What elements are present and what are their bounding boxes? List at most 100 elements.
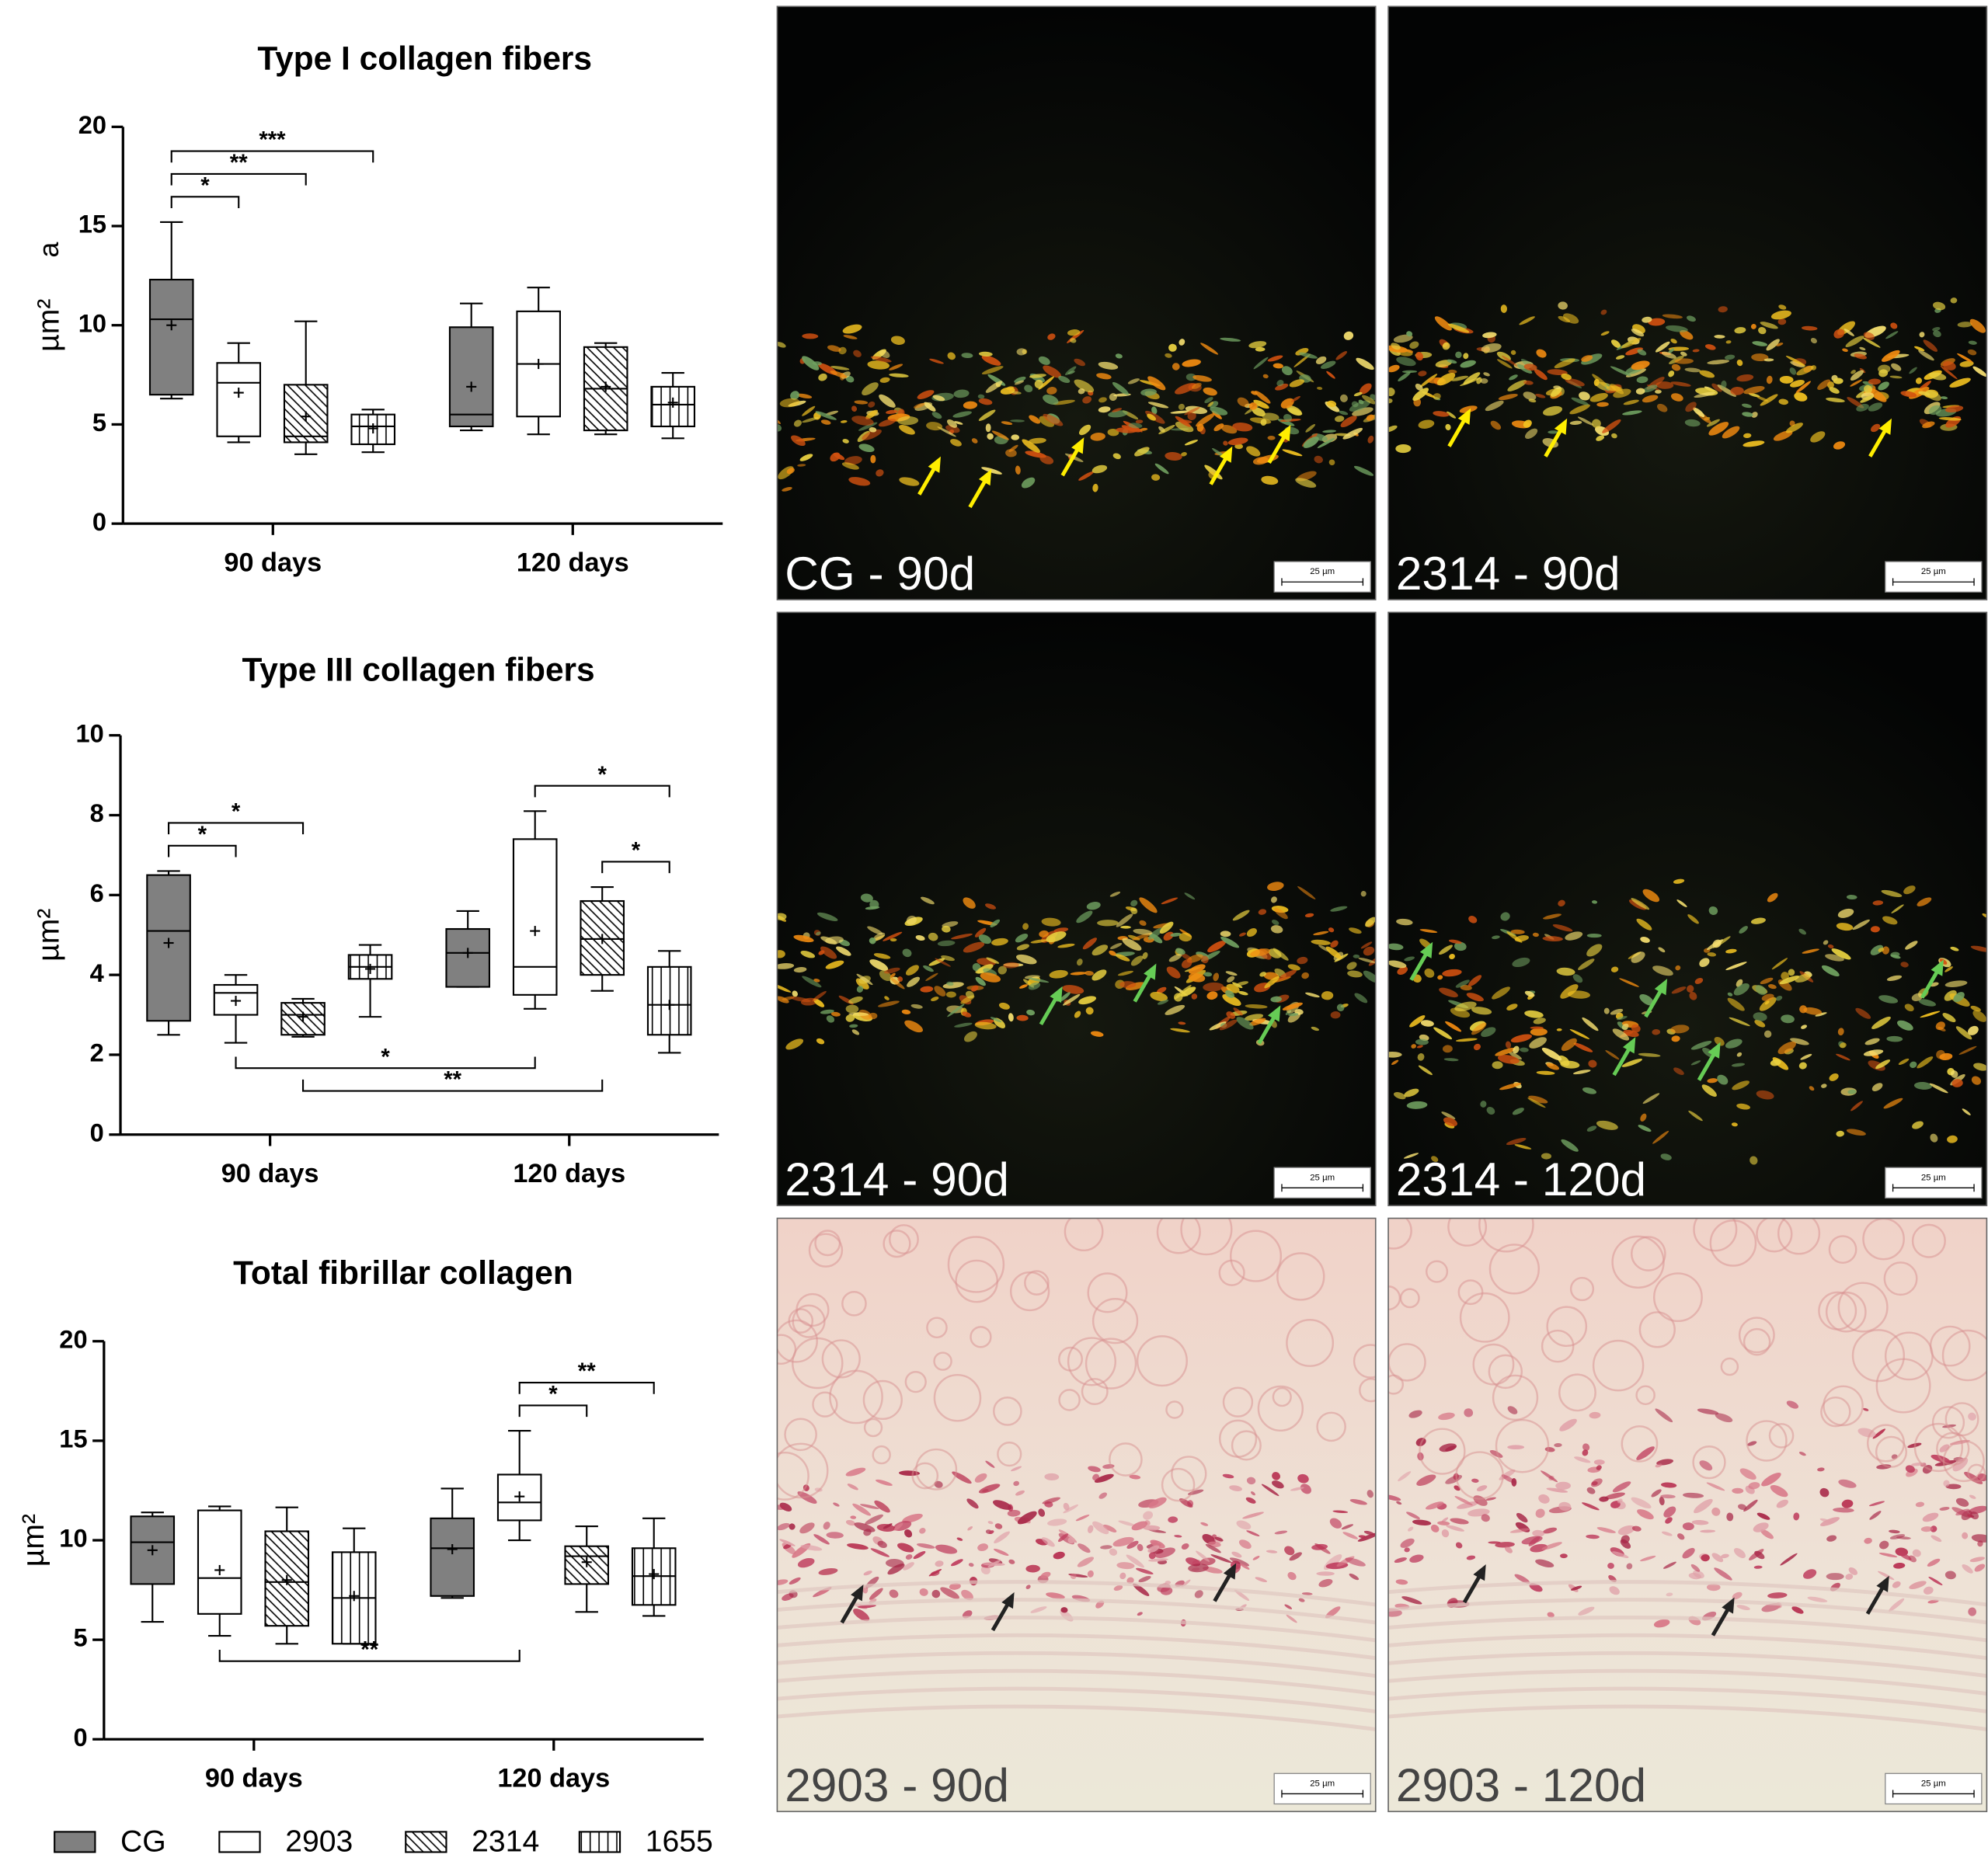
- fiber: [1481, 1027, 1496, 1038]
- fiber: [1571, 397, 1589, 405]
- fiber: [1535, 1508, 1545, 1518]
- fiber: [1596, 1527, 1616, 1533]
- fiber: [1701, 1554, 1710, 1562]
- fiber: [907, 976, 920, 987]
- fiber: [1011, 1466, 1022, 1472]
- panel-frame: [1387, 1217, 1988, 1813]
- cell: [1541, 1329, 1575, 1363]
- fiber: [847, 1484, 858, 1491]
- fiber: [1753, 1522, 1769, 1532]
- fiber: [1325, 946, 1342, 959]
- fiber: [1430, 1524, 1440, 1532]
- fiber: [1127, 378, 1140, 384]
- fiber: [830, 1011, 841, 1017]
- fiber: [1222, 1473, 1234, 1479]
- fiber: [916, 1543, 935, 1549]
- fiber: [1725, 340, 1732, 344]
- fiber: [1631, 1525, 1642, 1532]
- fiber: [1528, 398, 1537, 403]
- fiber: [1694, 391, 1716, 398]
- fiber: [1636, 918, 1652, 931]
- y-tick-label: 20: [59, 1324, 87, 1353]
- fiber: [1179, 419, 1192, 424]
- fiber: [1731, 1122, 1738, 1127]
- fiber: [1631, 360, 1650, 370]
- fiber: [1227, 976, 1235, 983]
- significance-label: **: [578, 1358, 596, 1384]
- fiber: [1821, 1084, 1827, 1088]
- fiber: [1135, 419, 1144, 424]
- y-tick-label: 15: [59, 1425, 87, 1453]
- fiber: [1658, 947, 1666, 953]
- fiber: [1246, 446, 1261, 457]
- fiber: [1433, 411, 1450, 417]
- fiber: [935, 958, 951, 967]
- fiber: [1091, 464, 1108, 474]
- fiber: [1282, 1002, 1303, 1011]
- fiber: [977, 394, 985, 399]
- fiber: [1770, 310, 1791, 320]
- cell: [1913, 1422, 1964, 1473]
- fiber: [1102, 1524, 1117, 1532]
- fiber: [1711, 1553, 1724, 1563]
- fiber: [1886, 1035, 1903, 1042]
- fiber: [1543, 913, 1562, 920]
- fiber: [1236, 1520, 1252, 1530]
- fiber: [985, 1460, 995, 1468]
- fiber: [1872, 1428, 1886, 1439]
- fiber: [1130, 899, 1138, 907]
- fiber: [1662, 314, 1683, 319]
- cell: [1693, 1218, 1738, 1252]
- cell: [1883, 1261, 1918, 1296]
- fiber: [1609, 1586, 1620, 1595]
- fiber: [1737, 1504, 1747, 1510]
- fiber: [1942, 1013, 1956, 1023]
- scale-bar: [1892, 578, 1975, 586]
- fiber: [1028, 982, 1041, 990]
- cell: [1738, 1317, 1775, 1354]
- fiber: [1495, 1047, 1516, 1056]
- fiber: [1454, 1496, 1473, 1506]
- tissue-line: [1388, 1616, 1987, 1643]
- fiber: [1795, 381, 1812, 394]
- fiber: [1142, 951, 1148, 959]
- fiber: [1558, 301, 1568, 310]
- fiber: [1547, 1612, 1555, 1618]
- fiber: [1959, 360, 1974, 367]
- fiber: [1707, 939, 1724, 950]
- fiber: [1213, 972, 1220, 982]
- fiber: [816, 1588, 830, 1596]
- fiber: [1013, 1480, 1019, 1487]
- fiber: [893, 1522, 903, 1531]
- fiber: [851, 416, 874, 426]
- fiber: [1883, 1098, 1903, 1109]
- fiber: [1154, 1547, 1175, 1558]
- fiber: [1582, 1017, 1599, 1031]
- fiber: [1693, 407, 1705, 417]
- box: [646, 965, 692, 1036]
- fiber: [1353, 465, 1374, 476]
- fiber: [984, 903, 997, 910]
- fiber: [1596, 435, 1605, 441]
- fiber: [815, 411, 837, 420]
- fiber: [1003, 962, 1019, 969]
- cell: [889, 1224, 919, 1254]
- fiber: [1626, 1563, 1633, 1570]
- fiber: [1028, 977, 1050, 983]
- fiber: [1532, 932, 1539, 938]
- fiber: [1457, 1501, 1478, 1509]
- fiber: [1889, 375, 1903, 379]
- fiber: [1837, 1028, 1844, 1036]
- fiber: [1416, 1474, 1436, 1486]
- fiber: [1388, 1494, 1401, 1501]
- fiber: [982, 1562, 1005, 1567]
- fiber: [1358, 1535, 1367, 1539]
- y-tick-label: 6: [90, 878, 104, 907]
- fiber: [997, 965, 1008, 975]
- fiber: [1062, 985, 1085, 994]
- fiber: [1170, 410, 1191, 414]
- fiber: [1442, 342, 1450, 350]
- fiber: [1760, 977, 1774, 985]
- fiber: [1024, 384, 1033, 393]
- fiber: [1809, 1086, 1815, 1091]
